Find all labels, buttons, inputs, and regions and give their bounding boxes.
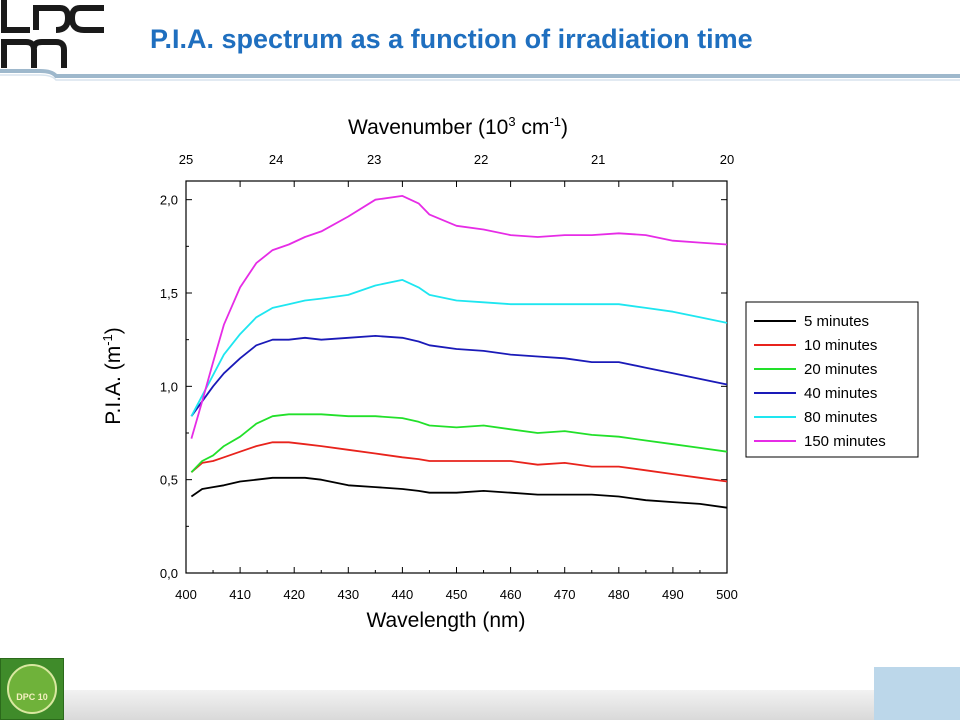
x2-tick-label: 21 — [591, 152, 605, 167]
lpcm-logo: lpcm — [1, 0, 104, 68]
legend-label: 5 minutes — [804, 313, 869, 330]
x2-tick-label: 23 — [367, 152, 381, 167]
x2-label-sup2: -1 — [549, 114, 561, 129]
x2-tick-label: 25 — [179, 152, 193, 167]
x2-tick-label: 22 — [474, 152, 488, 167]
x-tick-label: 500 — [716, 587, 738, 602]
x-tick-label: 440 — [392, 587, 414, 602]
legend-box — [745, 301, 919, 458]
y-label-main: P.I.A. (m — [102, 346, 125, 425]
footer-accent — [874, 667, 960, 720]
plot-frame — [185, 180, 728, 574]
header-divider — [0, 69, 960, 81]
slide-title: P.I.A. spectrum as a function of irradia… — [150, 24, 753, 54]
emblem-seal — [7, 664, 57, 714]
series-line-40-minutes — [190, 334, 728, 417]
x-tick-label: 480 — [608, 587, 630, 602]
pia-spectrum-chart: Wavenumber (103 cm-1) P.I.A. (m-1) Wavel… — [100, 114, 919, 632]
svg-text:Wavenumber (103 cm-1): Wavenumber (103 cm-1) — [348, 114, 568, 139]
series-line-5-minutes — [190, 476, 728, 509]
legend-label: 150 minutes — [804, 433, 886, 450]
series-line-10-minutes — [190, 441, 728, 483]
x2-label-sup: 3 — [508, 114, 515, 129]
x-tick-label: 430 — [337, 587, 359, 602]
y-tick-label: 1,5 — [160, 286, 178, 301]
x-tick-label: 450 — [446, 587, 468, 602]
legend-label: 10 minutes — [804, 337, 877, 354]
series-line-150-minutes — [190, 194, 728, 439]
x2-label-mid: cm — [516, 116, 550, 139]
legend-label: 20 minutes — [804, 361, 877, 378]
y-tick-label: 2,0 — [160, 193, 178, 208]
series-line-80-minutes — [190, 278, 728, 417]
y-tick-label: 1,0 — [160, 379, 178, 394]
x-axis-title: Wavelength (nm) — [366, 609, 525, 632]
x-tick-label: 460 — [500, 587, 522, 602]
x-tick-label: 420 — [283, 587, 305, 602]
y-tick-label: 0,0 — [160, 566, 178, 581]
x-tick-label: 410 — [229, 587, 251, 602]
x-tick-label: 490 — [662, 587, 684, 602]
x2-label-end: ) — [561, 116, 568, 139]
legend: 5 minutes 10 minutes 20 minutes 40 minutes 8… — [745, 301, 919, 458]
legend-label: 40 minutes — [804, 385, 877, 402]
x2-tick-label: 20 — [720, 152, 734, 167]
y-label-end: ) — [102, 327, 125, 334]
y-axis-title: P.I.A. (m-1) — [100, 327, 125, 425]
legend-label: 80 minutes — [804, 409, 877, 426]
svg-text:P.I.A. (m-1): P.I.A. (m-1) — [100, 327, 125, 425]
dpc-emblem: DPC 10 — [0, 658, 64, 720]
x-tick-label: 470 — [554, 587, 576, 602]
top-axis-title: Wavenumber (103 cm-1) — [348, 114, 568, 139]
x2-tick-label: 24 — [269, 152, 283, 167]
series-line-20-minutes — [190, 413, 728, 473]
y-label-sup: -1 — [100, 334, 115, 346]
emblem-text: DPC 10 — [16, 692, 48, 702]
y-tick-label: 0,5 — [160, 473, 178, 488]
x2-label-main: Wavenumber (10 — [348, 116, 508, 139]
footer-bar — [0, 690, 960, 720]
x-tick-label: 400 — [175, 587, 197, 602]
